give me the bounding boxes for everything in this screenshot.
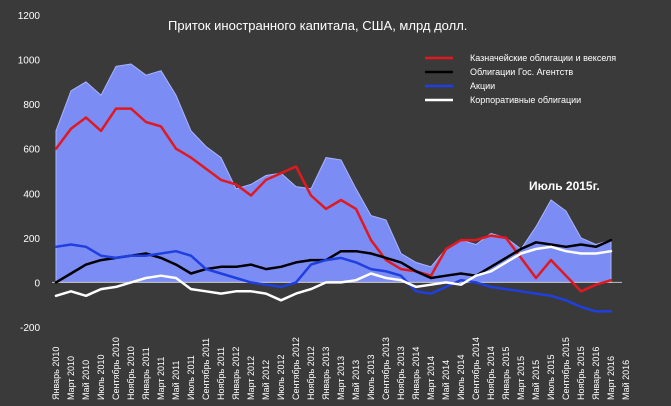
x-tick-label: Июль 2010 <box>96 355 106 400</box>
chart-title: Приток иностранного капитала, США, млрд … <box>168 18 467 33</box>
x-tick-label: Май 2015 <box>531 360 541 400</box>
series-line-акции <box>54 243 613 313</box>
area-series <box>55 63 612 283</box>
y-tick-label: 0 <box>34 278 40 289</box>
x-tick-label: Сентябрь 2012 <box>291 337 301 400</box>
x-tick-label: Март 2013 <box>336 356 346 400</box>
x-tick-label: Ноябрь 2014 <box>486 346 496 400</box>
y-tick-label: 200 <box>23 234 40 245</box>
x-tick-label: Январь 2013 <box>321 347 331 400</box>
x-tick-label: Март 2012 <box>246 356 256 400</box>
annotation-label: Июль 2015г. <box>529 179 600 193</box>
x-tick-label: Сентябрь 2011 <box>201 338 211 400</box>
x-tick-label: Март 2014 <box>426 356 436 400</box>
x-tick-label: Июль 2013 <box>366 355 376 400</box>
x-tick-label: Январь 2011 <box>141 347 151 400</box>
x-tick-label: Март 2010 <box>66 356 76 400</box>
legend-label: Облигации Гос. Агентств <box>470 67 573 77</box>
x-tick-label: Январь 2016 <box>591 347 601 400</box>
x-tick-label: Июль 2011 <box>186 355 196 400</box>
axis-layer: -200 0 200 400 600 800 1000 1200 Январь 2010 Март… <box>18 11 631 400</box>
x-tick-label: Ноябрь 2011 <box>216 347 226 400</box>
x-tick-label: Март 2016 <box>606 356 616 400</box>
x-tick-label: Ноябрь 2010 <box>126 346 136 400</box>
x-tick-label: Ноябрь 2012 <box>306 346 316 400</box>
x-tick-label: Май 2011 <box>171 361 181 401</box>
x-tick-label: Май 2010 <box>81 360 91 400</box>
x-tick-label: Январь 2015 <box>501 347 511 400</box>
legend-label: Казначейские облигации и векселя <box>470 53 616 63</box>
x-tick-label: Ноябрь 2013 <box>396 346 406 400</box>
x-tick-label: Январь 2010 <box>51 347 61 400</box>
y-tick-label: 800 <box>23 100 40 111</box>
x-tick-label: Сентябрь 2010 <box>111 337 121 400</box>
series-layer <box>54 107 613 313</box>
x-tick-label: Сентябрь 2014 <box>471 337 481 400</box>
x-tick-label: Январь 2012 <box>231 347 241 400</box>
x-tick-label: Март 2015 <box>516 356 526 400</box>
x-tick-label: Ноябрь 2015 <box>576 346 586 400</box>
x-tick-label: Январь 2014 <box>411 347 421 400</box>
y-tick-label: 600 <box>23 145 40 156</box>
x-tick-label: Март 2011 <box>156 357 166 400</box>
y-tick-label: 1200 <box>18 11 41 22</box>
x-tick-label: Май 2014 <box>441 360 451 400</box>
x-tick-label: Июль 2015 <box>546 355 556 400</box>
area-layer <box>55 63 612 283</box>
y-tick-label: -200 <box>20 323 40 334</box>
legend-label: Акции <box>470 81 495 91</box>
legend-label: Корпоративные облигации <box>470 95 581 105</box>
x-tick-label: Сентябрь 2015 <box>561 337 571 400</box>
x-tick-label: Июль 2014 <box>456 355 466 400</box>
x-tick-label: Июль 2012 <box>276 355 286 400</box>
x-tick-label: Май 2013 <box>351 360 361 400</box>
y-tick-label: 400 <box>23 189 40 200</box>
x-tick-label: Май 2012 <box>261 360 271 400</box>
x-tick-label: Сентябрь 2013 <box>381 337 391 400</box>
x-tick-label: Май 2016 <box>621 360 631 400</box>
legend: Казначейские облигации и векселя Облигаци… <box>425 53 616 105</box>
y-tick-label: 1000 <box>18 56 41 67</box>
series-line-корпоративные-облигации <box>54 245 613 302</box>
